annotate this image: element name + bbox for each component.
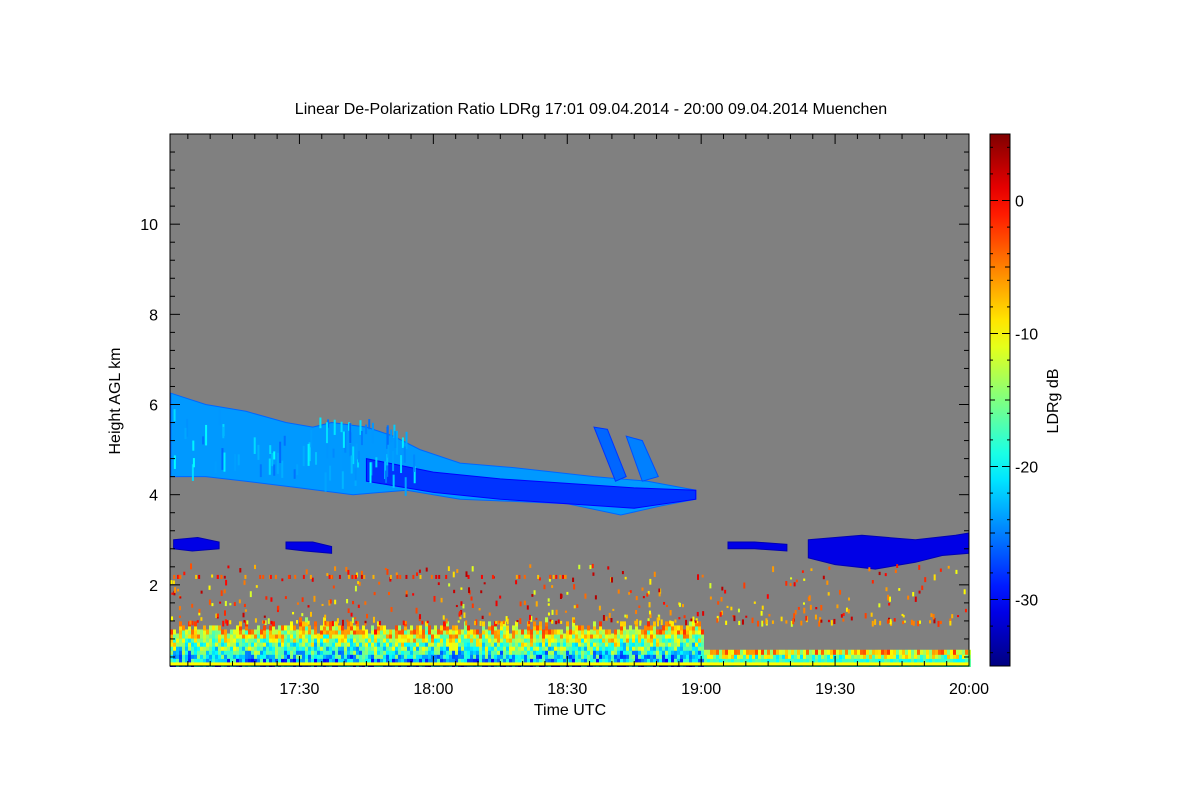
y-tick-label: 8 [149, 307, 158, 324]
colorbar-tick-label: -20 [1015, 460, 1038, 477]
colorbar-tick-label: 0 [1015, 194, 1024, 211]
y-tick-label: 6 [149, 398, 158, 415]
fallstreak-2 [625, 435, 659, 482]
cirrus-texture [173, 409, 416, 496]
x-axis: 17:30 18:00 18:30 19:00 19:30 20:00 [187, 134, 989, 698]
y-axis-label: Height AGL km [107, 347, 124, 454]
fallstreak-1 [593, 426, 627, 482]
cloud-3km-d [807, 532, 970, 570]
x-axis-label: Time UTC [534, 702, 606, 719]
boundary-layer-echo [170, 617, 971, 667]
x-tick-label: 17:30 [279, 681, 319, 698]
colorbar-label: LDRg dB [1045, 369, 1062, 434]
plot-background [170, 134, 969, 666]
chart-title: Linear De-Polarization Ratio LDRg 17:01 … [295, 101, 887, 118]
y-tick-label: 2 [149, 578, 158, 595]
colorbar-tick-label: -10 [1015, 327, 1038, 344]
colorbar: 0 -10 -20 -30 [989, 133, 1038, 667]
x-tick-label: 18:00 [413, 681, 453, 698]
x-tick-label: 19:00 [681, 681, 721, 698]
y-tick-label: 10 [140, 217, 158, 234]
cloud-3km-c [727, 541, 788, 552]
colorbar-tick-label: -30 [1015, 593, 1038, 610]
x-tick-label: 18:30 [547, 681, 587, 698]
x-tick-label: 19:30 [815, 681, 855, 698]
y-tick-label: 4 [149, 488, 158, 505]
plot-frame [169, 133, 970, 667]
lower-cirrus-band [365, 457, 697, 509]
y-axis: 2 4 6 8 10 [140, 151, 969, 658]
cloud-3km-b [285, 541, 333, 554]
plot-area [169, 133, 971, 667]
ground-echo-line [170, 662, 969, 666]
noise-speckles [170, 563, 967, 627]
x-tick-label: 20:00 [949, 681, 989, 698]
